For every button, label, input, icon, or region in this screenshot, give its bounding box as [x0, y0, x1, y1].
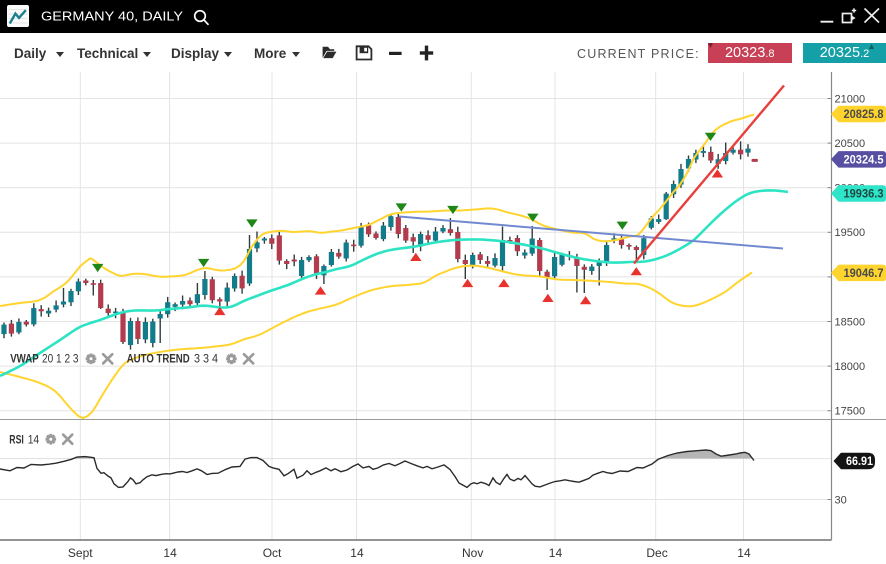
svg-text:19936.3: 19936.3	[844, 189, 884, 201]
svg-text:Oct: Oct	[263, 546, 282, 560]
svg-text:20825.8: 20825.8	[844, 109, 885, 121]
svg-text:RSI: RSI	[9, 433, 23, 447]
svg-text:19046.7: 19046.7	[844, 268, 884, 280]
svg-text:20 1 2 3: 20 1 2 3	[42, 351, 79, 365]
svg-text:Dec: Dec	[646, 546, 667, 560]
svg-text:18000: 18000	[835, 361, 866, 373]
svg-text:30: 30	[835, 494, 847, 506]
svg-text:Sept: Sept	[68, 546, 93, 560]
svg-text:Nov: Nov	[462, 546, 483, 560]
svg-text:3 3 4: 3 3 4	[194, 351, 218, 365]
svg-text:14: 14	[163, 546, 177, 560]
svg-text:20500: 20500	[835, 138, 866, 150]
svg-text:14: 14	[737, 546, 751, 560]
svg-text:GERMANY 40, DAILY: GERMANY 40, DAILY	[41, 10, 184, 24]
svg-text:19500: 19500	[835, 227, 866, 239]
svg-text:21000: 21000	[835, 93, 866, 105]
svg-text:14: 14	[549, 546, 563, 560]
svg-text:14: 14	[28, 433, 40, 447]
svg-text:18500: 18500	[835, 316, 866, 328]
svg-text:14: 14	[350, 546, 364, 560]
svg-text:VWAP: VWAP	[10, 351, 39, 365]
svg-text:AUTO TREND: AUTO TREND	[127, 351, 190, 365]
svg-text:66.91: 66.91	[846, 456, 874, 468]
svg-text:17500: 17500	[835, 406, 866, 418]
svg-text:20324.5: 20324.5	[844, 154, 885, 166]
